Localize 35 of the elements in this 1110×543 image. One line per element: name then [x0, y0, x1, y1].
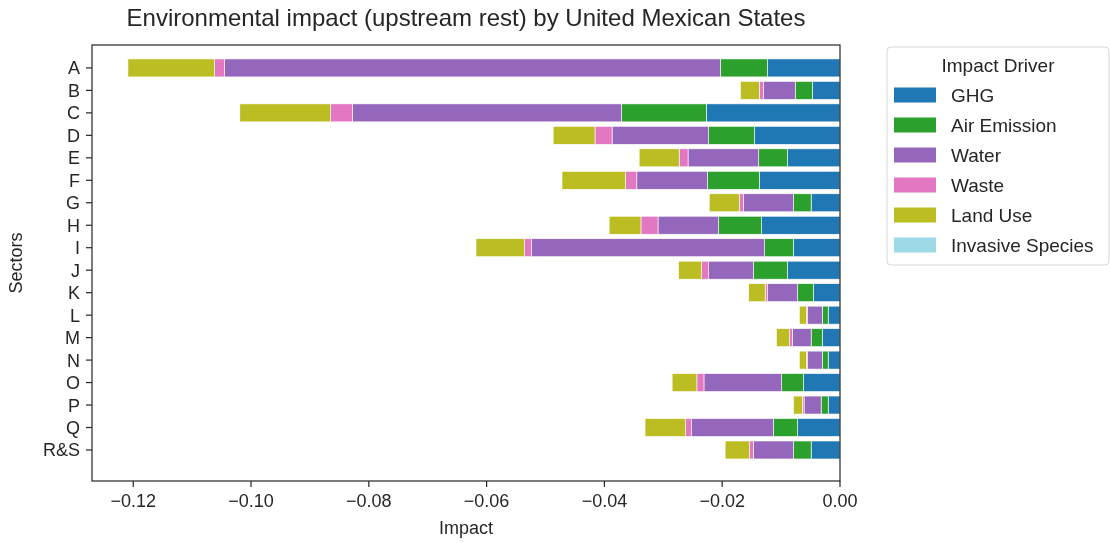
y-tick-label: G	[65, 193, 80, 214]
x-tick-label: −0.10	[228, 491, 274, 511]
y-tick-label: K	[67, 283, 80, 304]
x-tick-label: −0.06	[463, 491, 510, 511]
y-tick-label: L	[69, 305, 80, 326]
y-axis-title: Sectors	[6, 232, 26, 294]
y-tick-label: B	[67, 80, 80, 101]
legend-label: Invasive Species	[951, 235, 1094, 256]
x-tick-label: −0.02	[699, 491, 745, 511]
x-axis-title: Impact	[438, 518, 494, 538]
y-tick-label: P	[67, 395, 80, 416]
chart-title: Environmental impact (upstream rest) by United Mexican States	[126, 4, 806, 31]
x-tick-label: 0.00	[822, 491, 858, 511]
x-tick-label: −0.08	[346, 491, 392, 511]
y-tick-label: F	[69, 170, 80, 191]
legend-label: GHG	[951, 85, 995, 106]
legend-label: Waste	[951, 175, 1005, 196]
y-tick-label: C	[67, 103, 80, 124]
y-tick-label: N	[67, 350, 80, 371]
y-tick-label: J	[71, 260, 80, 281]
y-tick-label: O	[65, 373, 80, 394]
y-tick-label: R&S	[42, 440, 80, 461]
y-tick-label: H	[67, 215, 80, 236]
y-tick-label: E	[67, 148, 80, 169]
legend-title: Impact Driver	[941, 55, 1056, 76]
y-tick-label: M	[65, 328, 80, 349]
y-tick-label: D	[67, 125, 80, 146]
y-tick-label: I	[74, 238, 80, 259]
legend-label: Water	[951, 145, 1002, 166]
x-tick-label: −0.12	[110, 491, 156, 511]
x-tick-label: −0.04	[581, 491, 628, 511]
y-tick-label: A	[67, 58, 80, 79]
legend-label: Land Use	[951, 205, 1033, 226]
legend-label: Air Emission	[951, 115, 1057, 136]
y-tick-label: Q	[65, 418, 80, 439]
